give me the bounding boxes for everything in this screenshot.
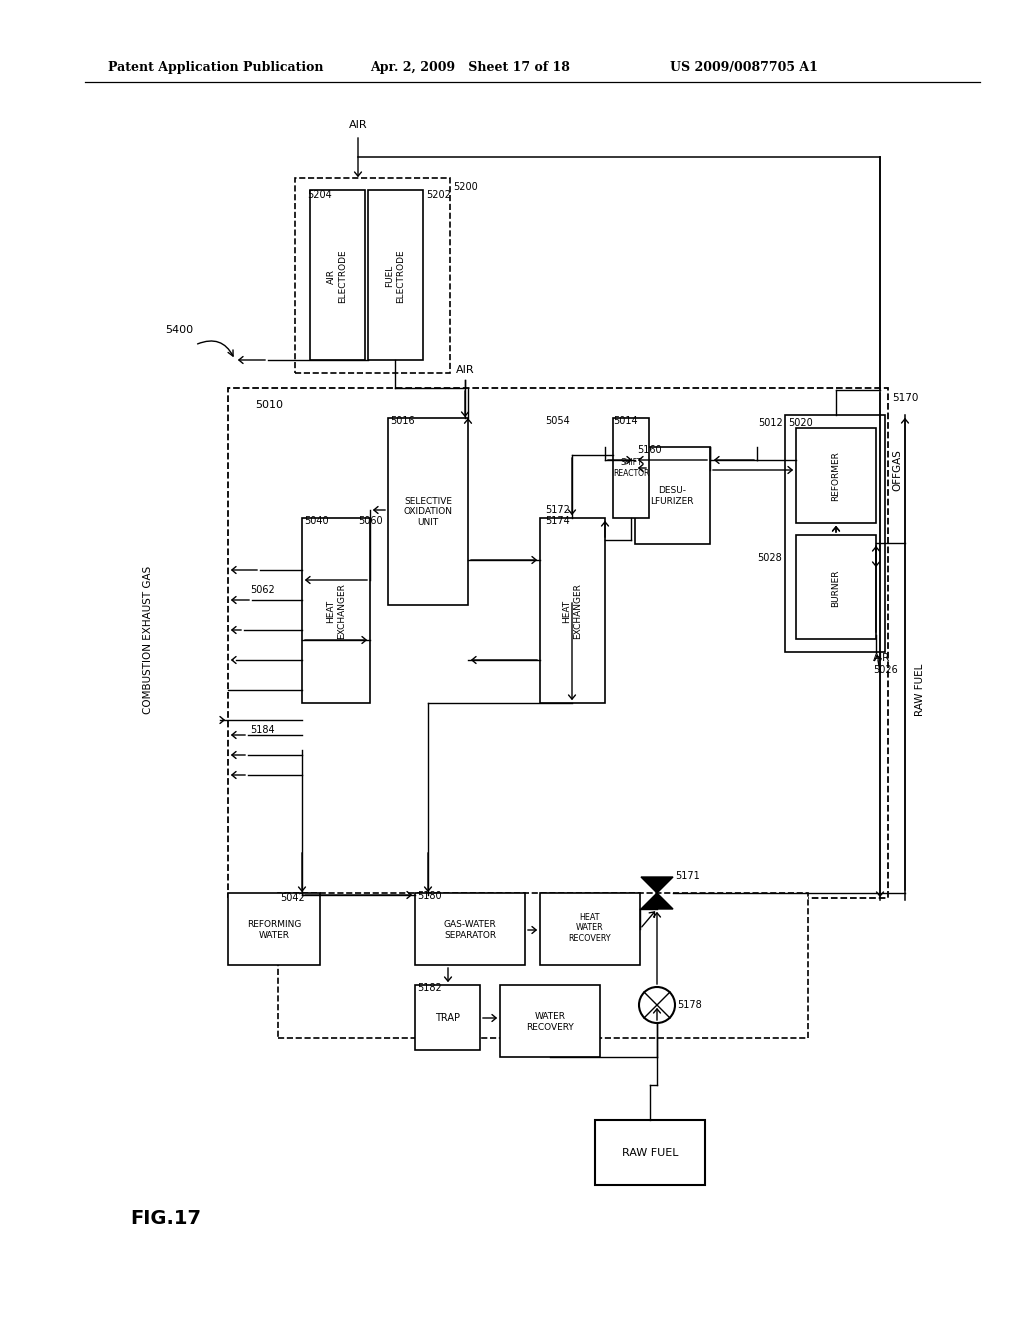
Text: 5026: 5026: [873, 665, 898, 675]
Text: RAW FUEL: RAW FUEL: [622, 1148, 678, 1158]
Text: 5020: 5020: [788, 418, 813, 428]
Text: 5174: 5174: [545, 516, 569, 525]
Text: REFORMING
WATER: REFORMING WATER: [247, 920, 301, 940]
Bar: [785, 414, 885, 652]
Text: GAS-WATER
SEPARATOR: GAS-WATER SEPARATOR: [443, 920, 497, 940]
Text: 5010: 5010: [255, 400, 283, 411]
Bar: [613, 418, 649, 517]
Bar: [540, 894, 640, 965]
Text: 5184: 5184: [251, 725, 275, 735]
Text: AIR
ELECTRODE: AIR ELECTRODE: [328, 249, 347, 302]
Text: 5060: 5060: [358, 516, 383, 525]
Text: 5204: 5204: [307, 190, 332, 201]
Text: COMBUSTION EXHAUST GAS: COMBUSTION EXHAUST GAS: [143, 566, 153, 714]
Text: HEAT
EXCHANGER: HEAT EXCHANGER: [562, 583, 582, 639]
Polygon shape: [641, 894, 673, 909]
Text: 5028: 5028: [758, 553, 782, 564]
Text: AIR: AIR: [349, 120, 368, 129]
Bar: [228, 894, 319, 965]
Bar: [278, 894, 808, 1038]
Text: SHIFT
REACTOR: SHIFT REACTOR: [612, 458, 649, 478]
Text: SELECTIVE
OXIDATION
UNIT: SELECTIVE OXIDATION UNIT: [403, 498, 453, 527]
Bar: [302, 517, 370, 704]
Text: TRAP: TRAP: [435, 1012, 461, 1023]
Text: 5042: 5042: [280, 894, 305, 903]
Text: 5180: 5180: [417, 891, 441, 902]
Bar: [595, 1119, 705, 1185]
Text: 5062: 5062: [250, 585, 275, 595]
Text: 5200: 5200: [453, 182, 478, 191]
Bar: [500, 985, 600, 1057]
Text: HEAT
WATER
RECOVERY: HEAT WATER RECOVERY: [568, 913, 611, 942]
Text: 5171: 5171: [675, 871, 699, 880]
Text: Apr. 2, 2009   Sheet 17 of 18: Apr. 2, 2009 Sheet 17 of 18: [370, 61, 570, 74]
Polygon shape: [641, 876, 673, 894]
Text: REFORMER: REFORMER: [831, 451, 841, 500]
Bar: [310, 190, 365, 360]
Text: 5182: 5182: [417, 983, 441, 993]
Text: 5016: 5016: [390, 416, 415, 426]
Text: FUEL
ELECTRODE: FUEL ELECTRODE: [385, 249, 404, 302]
Text: AIR: AIR: [456, 366, 474, 375]
Text: 5014: 5014: [613, 416, 638, 426]
Text: OFFGAS: OFFGAS: [892, 449, 902, 491]
Text: 5160: 5160: [637, 445, 662, 455]
Text: 5172: 5172: [545, 506, 570, 515]
Text: US 2009/0087705 A1: US 2009/0087705 A1: [670, 61, 818, 74]
Text: HEAT
EXCHANGER: HEAT EXCHANGER: [327, 583, 346, 639]
Text: 5040: 5040: [304, 516, 329, 525]
Bar: [368, 190, 423, 360]
Bar: [635, 447, 710, 544]
Text: FIG.17: FIG.17: [130, 1209, 201, 1228]
Text: BURNER: BURNER: [831, 569, 841, 607]
Bar: [796, 428, 876, 523]
Text: DESU-
LFURIZER: DESU- LFURIZER: [650, 486, 693, 506]
Bar: [388, 418, 468, 605]
Text: 5178: 5178: [677, 1001, 701, 1010]
Text: 5202: 5202: [426, 190, 451, 201]
Text: 5012: 5012: [758, 418, 783, 428]
Text: AIR: AIR: [873, 653, 890, 663]
Bar: [295, 178, 450, 374]
Bar: [228, 388, 888, 898]
Bar: [540, 517, 605, 704]
Text: 5170: 5170: [892, 393, 919, 403]
Text: 5400: 5400: [165, 325, 194, 335]
Text: 5054: 5054: [545, 416, 569, 426]
Bar: [796, 535, 876, 639]
Bar: [415, 985, 480, 1049]
Text: Patent Application Publication: Patent Application Publication: [108, 61, 324, 74]
Text: WATER
RECOVERY: WATER RECOVERY: [526, 1012, 573, 1032]
Text: RAW FUEL: RAW FUEL: [915, 664, 925, 717]
Bar: [415, 894, 525, 965]
